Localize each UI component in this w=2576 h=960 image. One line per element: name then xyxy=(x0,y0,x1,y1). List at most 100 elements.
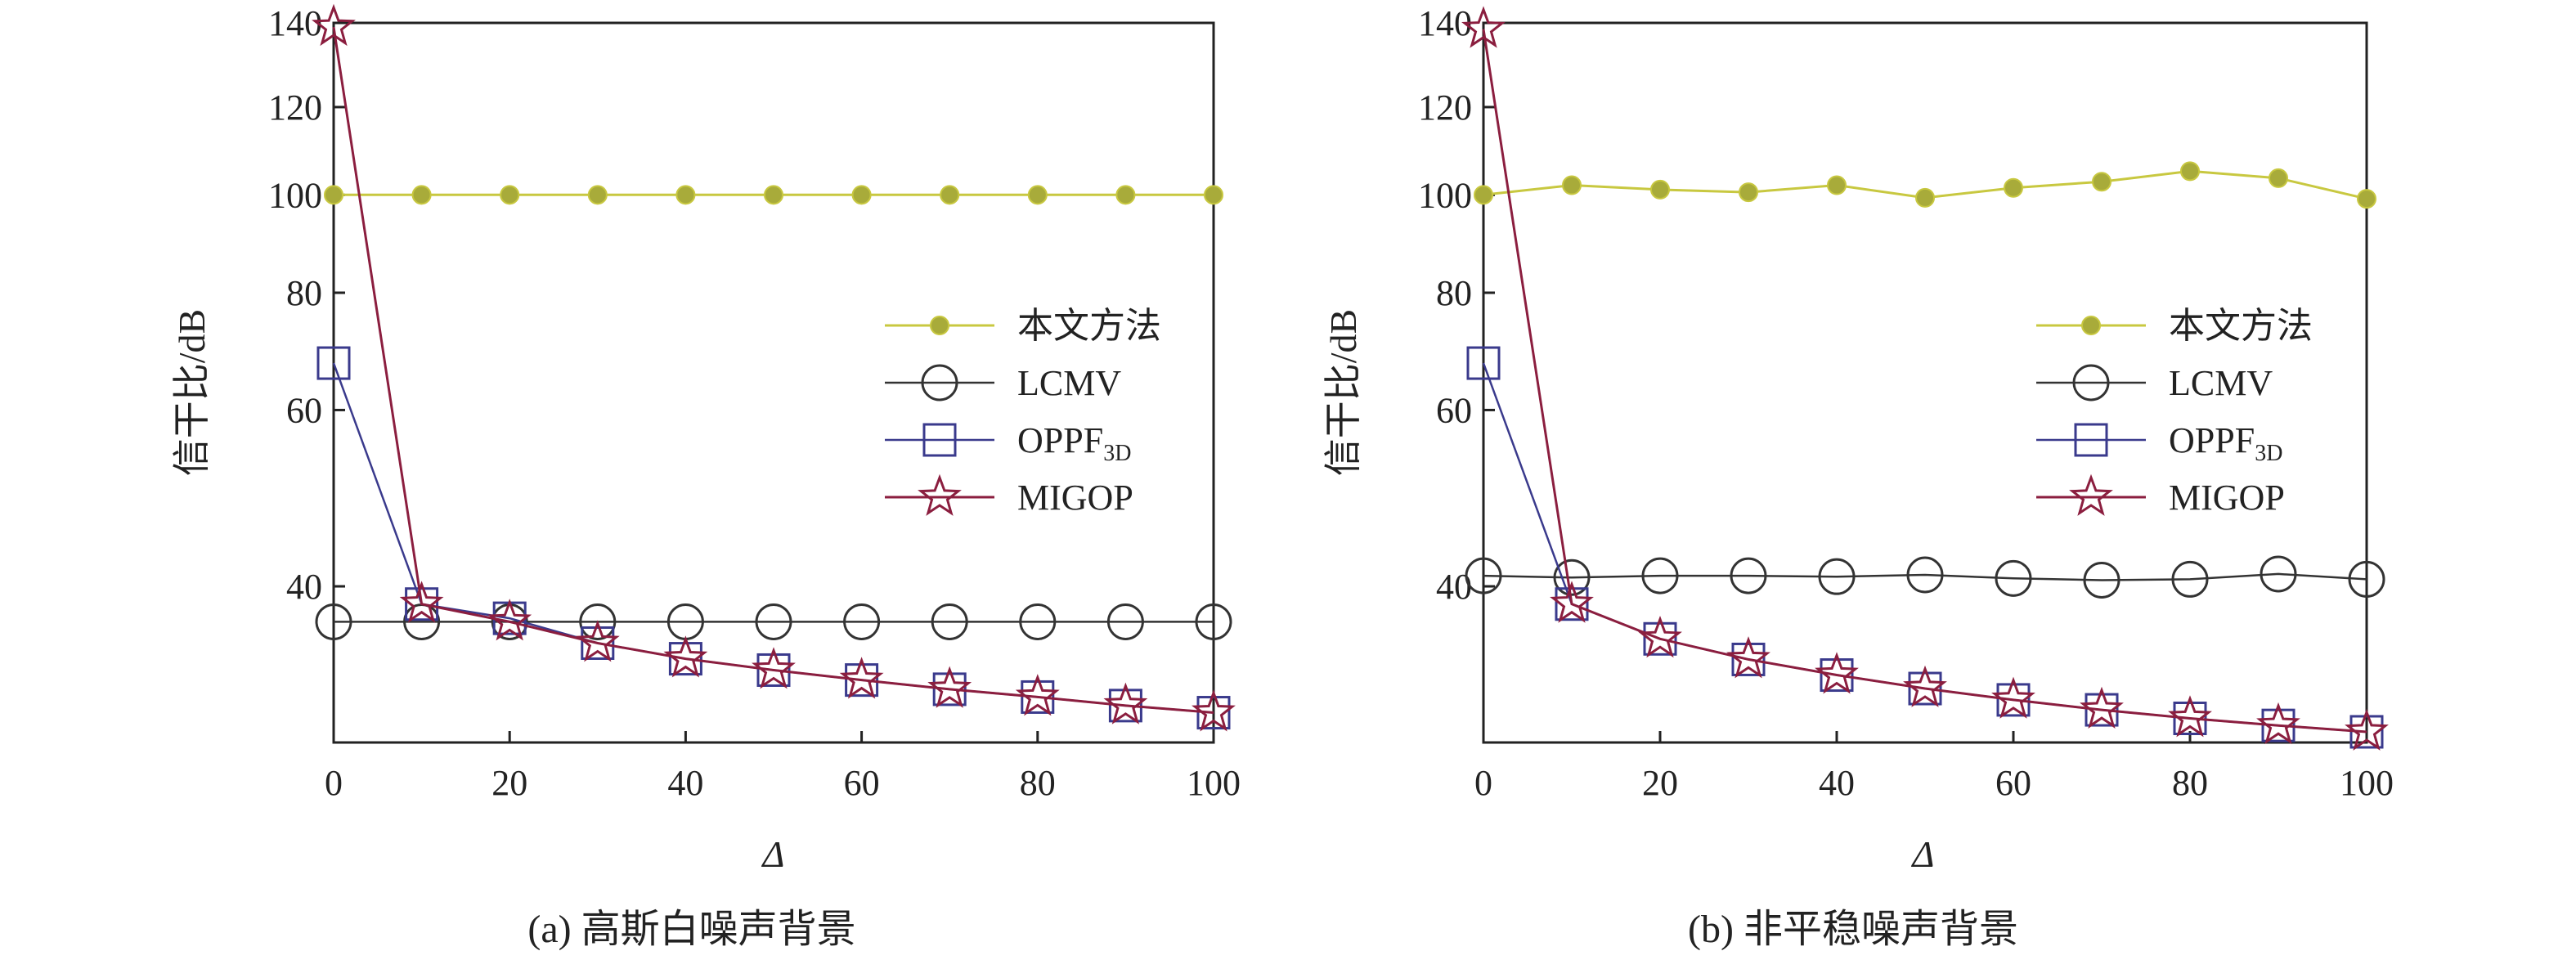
data-point-migop xyxy=(399,581,444,623)
data-point-oppf xyxy=(1908,671,1942,706)
data-point-oppf xyxy=(845,663,879,698)
data-point-oppf xyxy=(2074,423,2108,457)
data-point-proposed xyxy=(1562,175,1582,195)
x-tick-label: 80 xyxy=(1020,763,1056,803)
x-ticks: 0 20 40 60 80 100 xyxy=(325,731,1241,803)
data-point-proposed xyxy=(1474,185,1493,205)
data-point-lcmv xyxy=(2072,364,2110,401)
y-tick-label: 60 xyxy=(286,390,322,430)
data-point-migop xyxy=(487,599,532,641)
plot-frame xyxy=(1482,21,2368,744)
data-point-lcmv xyxy=(1906,556,1944,594)
y-tick-label: 140 xyxy=(268,3,322,43)
data-point-oppf xyxy=(1820,658,1854,693)
plot-frame xyxy=(332,21,1215,744)
data-point-oppf xyxy=(1466,346,1501,380)
data-point-oppf xyxy=(1643,621,1677,656)
y-tick-label: 60 xyxy=(1436,390,1472,430)
data-point-proposed xyxy=(940,185,960,205)
data-point-lcmv xyxy=(1995,559,2032,597)
data-point-proposed xyxy=(324,185,343,205)
y-tick-label: 120 xyxy=(268,87,322,128)
data-point-migop xyxy=(1726,636,1770,679)
data-point-migop xyxy=(1192,689,1236,732)
data-point-migop xyxy=(752,647,796,689)
data-point-migop xyxy=(1550,581,1594,623)
series-line-migop xyxy=(1482,29,2367,733)
data-point-migop xyxy=(312,3,356,47)
data-point-migop xyxy=(2069,473,2113,516)
data-point-lcmv xyxy=(315,603,352,640)
x-tick-label: 0 xyxy=(325,763,343,803)
x-axis-title: Δ xyxy=(1911,833,1935,875)
data-point-migop xyxy=(1815,652,1859,694)
data-point-proposed xyxy=(1204,185,1223,205)
data-point-migop xyxy=(2168,695,2212,738)
y-tick-label: 80 xyxy=(286,273,322,313)
legend-label-migop: MIGOP xyxy=(2169,478,2285,518)
data-point-proposed xyxy=(1915,187,1935,208)
data-point-proposed xyxy=(764,185,783,205)
data-point-proposed xyxy=(930,316,949,335)
legend-label-lcmv: LCMV xyxy=(2169,363,2273,403)
x-tick-label: 20 xyxy=(1642,763,1678,803)
data-point-migop xyxy=(1991,676,2035,719)
x-tick-label: 80 xyxy=(2172,763,2208,803)
legend-label-proposed: 本文方法 xyxy=(1017,306,1161,346)
data-point-oppf xyxy=(581,626,615,660)
y-tick-label: 100 xyxy=(1418,175,1472,215)
series-migop xyxy=(312,3,1236,732)
data-point-oppf xyxy=(932,672,967,707)
data-point-migop xyxy=(1103,682,1148,724)
panel-a: 0 20 40 60 80 100 40 60 80 100 120 140 信干比/dB Δ (a… xyxy=(171,3,1241,951)
data-point-oppf xyxy=(1021,680,1055,714)
data-point-migop xyxy=(1461,6,1506,48)
y-tick-label: 80 xyxy=(1436,273,1472,313)
data-point-proposed xyxy=(1027,185,1048,205)
x-tick-label: 0 xyxy=(1474,763,1492,803)
data-point-migop xyxy=(839,657,884,699)
data-point-lcmv xyxy=(1195,603,1232,640)
data-point-lcmv xyxy=(2260,555,2297,593)
x-tick-label: 100 xyxy=(2340,763,2394,803)
series-lcmv xyxy=(1465,555,2385,599)
data-point-lcmv xyxy=(1553,559,1591,596)
data-point-oppf xyxy=(1108,689,1142,723)
data-point-proposed xyxy=(1115,185,1136,205)
x-tick-label: 40 xyxy=(667,763,703,803)
data-point-proposed xyxy=(2004,177,2023,198)
data-point-migop xyxy=(1638,615,1682,658)
data-point-proposed xyxy=(2092,172,2112,192)
legend-label-oppf: OPPF3D xyxy=(2169,420,2282,466)
data-point-proposed xyxy=(2357,189,2376,209)
data-point-migop xyxy=(1903,665,1947,707)
data-point-proposed xyxy=(587,185,608,205)
legend-label-proposed: 本文方法 xyxy=(2169,306,2313,346)
data-point-lcmv xyxy=(1106,603,1144,640)
data-point-migop xyxy=(918,473,962,516)
data-point-lcmv xyxy=(921,364,958,401)
data-point-lcmv xyxy=(755,603,792,640)
data-point-lcmv xyxy=(931,603,968,640)
series-proposed xyxy=(1474,161,2376,209)
x-tick-label: 20 xyxy=(491,763,527,803)
data-point-lcmv xyxy=(579,603,617,640)
series-migop xyxy=(1461,6,2389,751)
data-point-migop xyxy=(663,635,708,678)
x-axis-title: Δ xyxy=(761,833,785,875)
data-point-lcmv xyxy=(1465,557,1502,594)
data-point-oppf xyxy=(1731,642,1766,676)
data-point-oppf xyxy=(756,653,791,687)
data-point-proposed xyxy=(2081,316,2101,335)
data-point-oppf xyxy=(668,642,702,676)
x-tick-label: 60 xyxy=(844,763,880,803)
series-line-oppf xyxy=(1482,362,2367,733)
data-point-oppf xyxy=(1196,696,1231,730)
data-point-lcmv xyxy=(2171,560,2209,598)
x-tick-label: 60 xyxy=(1995,763,2031,803)
y-tick-label: 140 xyxy=(1418,3,1472,43)
data-point-proposed xyxy=(1650,179,1670,200)
